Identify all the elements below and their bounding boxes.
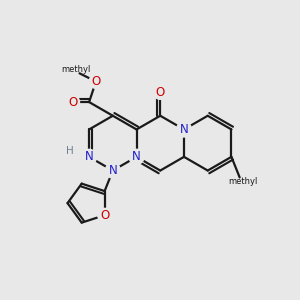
- Text: O: O: [91, 75, 101, 88]
- Text: N: N: [132, 150, 141, 163]
- Circle shape: [153, 85, 167, 99]
- Circle shape: [82, 149, 97, 164]
- Circle shape: [66, 95, 80, 109]
- Text: N: N: [85, 150, 94, 163]
- Circle shape: [105, 163, 120, 178]
- Text: N: N: [109, 164, 117, 177]
- Text: methyl: methyl: [228, 177, 258, 186]
- Circle shape: [129, 149, 144, 164]
- Text: O: O: [68, 96, 77, 109]
- Circle shape: [176, 122, 191, 137]
- Text: O: O: [100, 209, 109, 222]
- Text: methyl: methyl: [61, 65, 91, 74]
- Circle shape: [98, 208, 112, 222]
- Circle shape: [89, 75, 103, 88]
- Text: H: H: [66, 146, 74, 156]
- Text: O: O: [156, 86, 165, 99]
- Text: N: N: [180, 123, 188, 136]
